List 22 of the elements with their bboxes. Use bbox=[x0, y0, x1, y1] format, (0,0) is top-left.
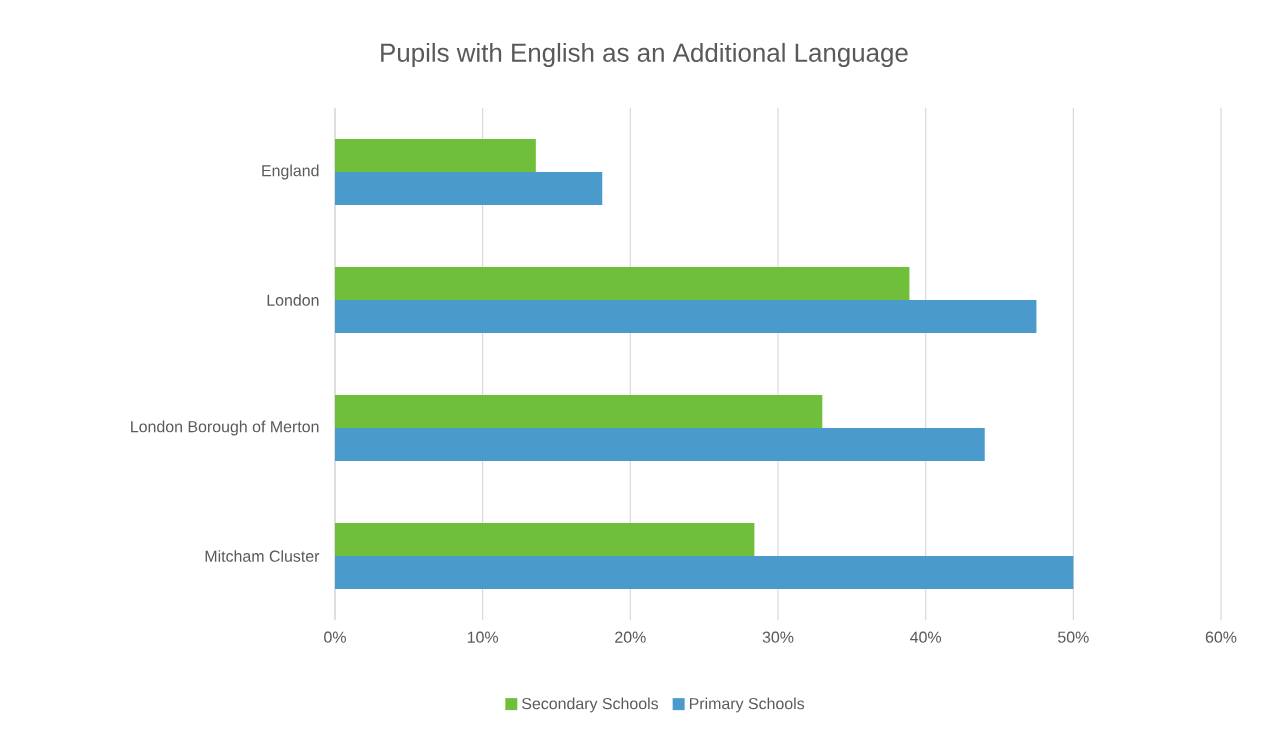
bar bbox=[335, 139, 536, 172]
x-tick-label: 50% bbox=[1058, 631, 1089, 643]
y-tick-label: Mitcham Cluster bbox=[205, 550, 320, 562]
x-tick-label: 60% bbox=[1205, 631, 1237, 643]
y-tick-label: England bbox=[262, 164, 319, 180]
bar bbox=[335, 300, 1037, 333]
bar bbox=[335, 556, 1074, 589]
y-tick-label: London Borough of Merton bbox=[131, 420, 319, 436]
x-tick-label: 40% bbox=[910, 631, 942, 643]
bar bbox=[335, 428, 985, 461]
legend-label: Secondary Schools bbox=[522, 697, 659, 713]
x-tick-label: 20% bbox=[615, 631, 646, 643]
bar bbox=[335, 172, 603, 205]
chart-title: Pupils with English as an Additional Language bbox=[381, 42, 908, 68]
y-tick-label: London bbox=[267, 294, 319, 306]
legend-label: Primary Schools bbox=[689, 697, 805, 713]
x-tick-label: 0% bbox=[324, 631, 346, 643]
bar bbox=[335, 523, 755, 556]
bar bbox=[335, 395, 823, 428]
bar bbox=[335, 267, 910, 300]
x-tick-label: 10% bbox=[467, 631, 499, 643]
x-tick-label: 30% bbox=[762, 631, 794, 643]
